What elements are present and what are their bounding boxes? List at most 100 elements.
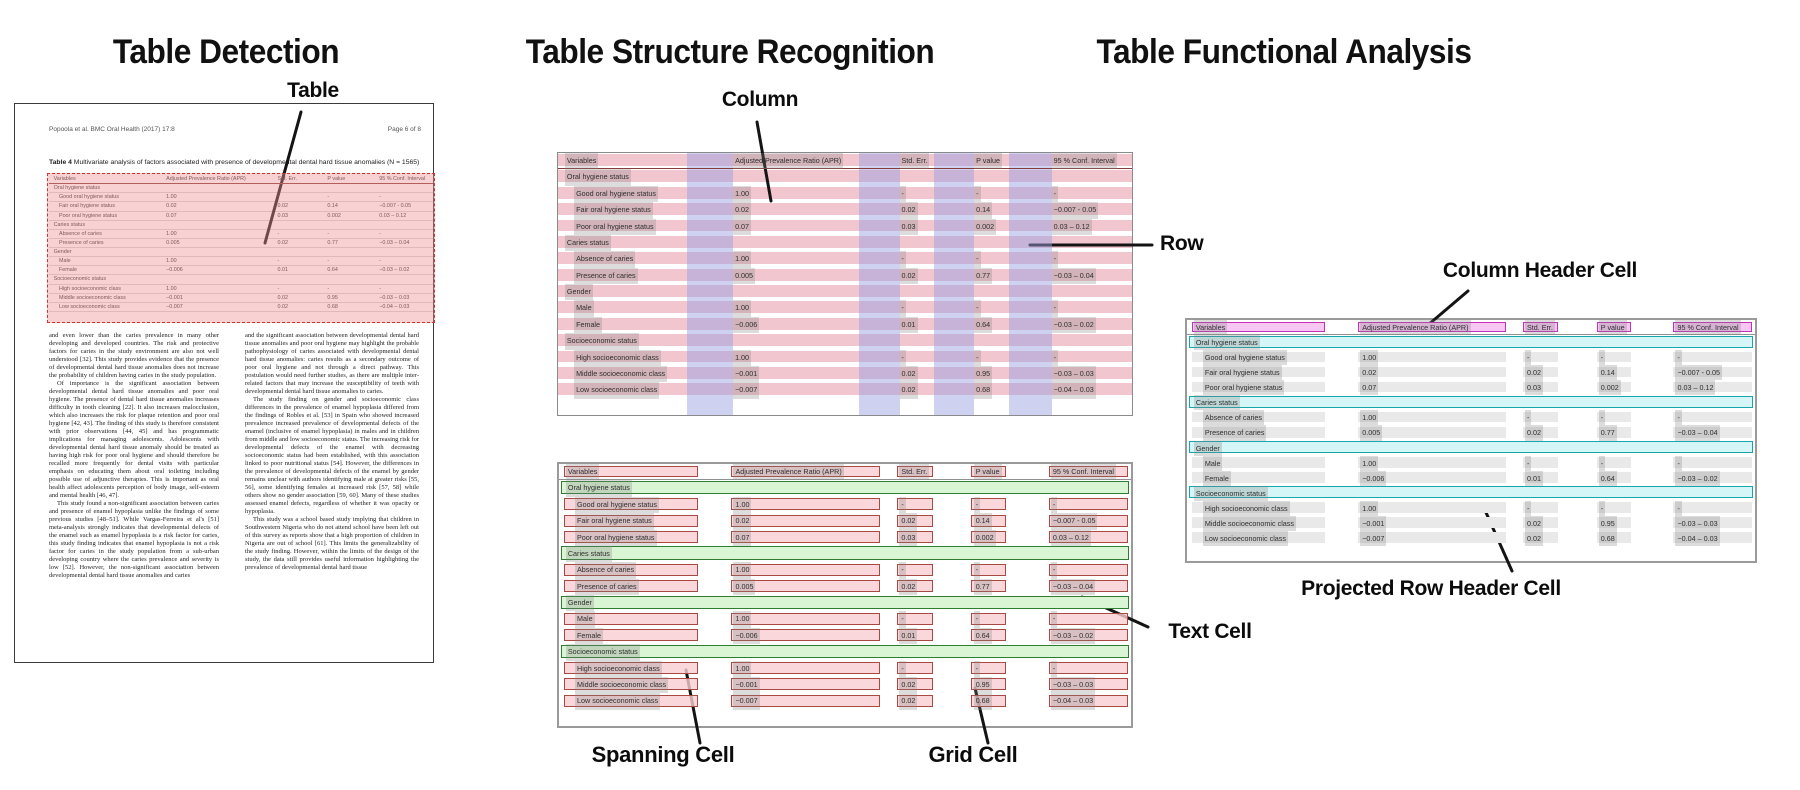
table-row: Fair oral hygiene status 0.02 0.02 0.14 −0.0… — [559, 513, 1131, 530]
data-cell — [1357, 411, 1506, 423]
text-cell: Female — [58, 267, 77, 274]
document-page: Page 6 of 8 Popoola et al. BMC Oral Heal… — [14, 103, 435, 663]
data-cell — [1191, 457, 1325, 468]
text-cell: 0.68 — [974, 382, 993, 399]
grid-cell — [971, 498, 1006, 511]
projected-row-header-cell — [1189, 486, 1753, 499]
text-cell: Poor oral hygiene status — [58, 212, 118, 219]
text-cell: 1.00 — [1360, 500, 1379, 516]
data-cell — [1673, 366, 1752, 378]
text-cell: Std. Err. — [899, 153, 930, 170]
text-cell: Oral hygiene status — [564, 169, 631, 186]
text-cell: Low socioeconomic class — [575, 693, 661, 710]
text-cell: 0.77 — [973, 578, 992, 595]
text-cell: 0.68 — [327, 303, 338, 310]
text-cell: 0.01 — [1524, 470, 1543, 486]
table-section-row: Gender — [559, 595, 1131, 612]
column-header-cell — [563, 465, 698, 478]
grid-cell — [731, 694, 880, 707]
text-cell: - — [1524, 410, 1532, 426]
text-cell: 0.005 — [733, 578, 756, 595]
text-cell: −0.04 – 0.03 — [1051, 382, 1096, 399]
text-cell: - — [1598, 410, 1606, 426]
text-cell: - — [899, 251, 906, 268]
text-cell: Absence of caries — [1202, 410, 1265, 426]
grid-cell — [897, 678, 934, 691]
text-cell: 0.02 — [733, 513, 752, 530]
text-cell: 0.03 – 0.12 — [1675, 380, 1716, 396]
text-cell: 0.95 — [973, 676, 992, 694]
column-header-cell — [731, 465, 880, 478]
body-column-right: and the significant association between … — [245, 332, 419, 572]
table-section-row: Gender — [49, 248, 433, 257]
grid-cell — [971, 612, 1006, 625]
text-cell: Absence of caries — [58, 230, 102, 237]
text-cell: −0.001 — [733, 676, 760, 694]
text-cell: 0.02 — [899, 202, 918, 219]
text-cell: 0.64 — [327, 267, 338, 274]
text-cell: 1.00 — [166, 258, 177, 265]
text-cell: Socioeconomic status — [53, 276, 107, 283]
data-cell — [1596, 532, 1631, 543]
text-cell: 1.00 — [1360, 410, 1379, 426]
table-row: Male 1.00 - - - — [559, 611, 1131, 628]
text-cell: - — [1675, 350, 1682, 366]
body-paragraph: This study was a school based study impl… — [245, 516, 419, 571]
text-cell: 0.07 — [733, 218, 752, 235]
text-cell: −0.03 – 0.04 — [1051, 267, 1096, 284]
grid-cell — [1048, 580, 1128, 592]
text-cell: 0.64 — [1598, 470, 1617, 486]
text-cell: Female — [575, 627, 603, 645]
text-cell: - — [974, 251, 981, 268]
callout-spanning-cell: Spanning Cell — [591, 742, 735, 767]
row-band — [558, 203, 1132, 215]
text-cell: 0.07 — [733, 529, 752, 546]
text-cell: - — [327, 194, 330, 201]
table-row: Absence of caries 1.00 - - - — [559, 562, 1131, 579]
data-cell — [1596, 381, 1631, 393]
text-cell: Socioeconomic status — [565, 644, 640, 661]
row-band — [558, 268, 1132, 281]
text-cell: 0.64 — [974, 316, 993, 334]
data-cell — [1191, 351, 1325, 363]
column-header-cell — [1048, 465, 1128, 478]
text-cell: - — [1051, 300, 1059, 317]
table-row: Poor oral hygiene status 0.07 0.03 0.002 0.0… — [558, 218, 1132, 235]
column-header-cell — [971, 465, 1006, 478]
text-cell: 0.02 — [1360, 365, 1379, 381]
grid-cell — [1048, 563, 1128, 576]
table-row: High socioeconomic class 1.00 - - - — [558, 349, 1132, 366]
table-section-row: Gender — [1187, 440, 1755, 456]
text-cell: Adjusted Prevalence Ratio (APR) — [733, 153, 844, 170]
text-cell: 0.005 — [1360, 425, 1383, 441]
text-cell: - — [1598, 455, 1606, 471]
data-cell — [1357, 502, 1506, 513]
data-cell — [1357, 351, 1506, 363]
table-row: Middle socioeconomic class −0.001 0.02 0.95… — [559, 676, 1131, 694]
table-row: Absence of caries 1.00 - - - — [1187, 410, 1755, 426]
header-rule — [49, 182, 433, 185]
text-cell: 1.00 — [166, 230, 177, 237]
text-cell: 0.005 — [166, 239, 180, 246]
text-cell: Good oral hygiene status — [1202, 350, 1287, 366]
data-cell — [1673, 517, 1752, 528]
text-cell: 1.00 — [733, 562, 752, 579]
page-number: Page 6 of 8 — [387, 126, 421, 133]
row-rule — [49, 247, 433, 248]
text-cell: −0.006 — [733, 316, 760, 334]
grid-cell — [563, 612, 698, 625]
text-cell: −0.001 — [733, 365, 760, 383]
table-detection-bbox — [47, 173, 435, 323]
text-cell: 0.02 — [1524, 365, 1543, 381]
text-cell: −0.007 - 0.05 — [379, 203, 412, 210]
text-cell: −0.007 — [733, 382, 760, 399]
text-cell: - — [973, 611, 981, 628]
data-cell — [1191, 411, 1325, 423]
table-row: Poor oral hygiene status 0.07 0.03 0.002 0.0… — [559, 529, 1131, 546]
table-row: Fair oral hygiene status 0.02 0.02 0.14 −0.0… — [558, 202, 1132, 219]
text-cell: −0.007 - 0.05 — [1050, 513, 1098, 530]
table-row: Middle socioeconomic class −0.001 0.02 0.95… — [558, 365, 1132, 383]
text-cell: - — [1050, 660, 1058, 677]
column-band — [1008, 153, 1052, 415]
row-band — [558, 366, 1132, 379]
